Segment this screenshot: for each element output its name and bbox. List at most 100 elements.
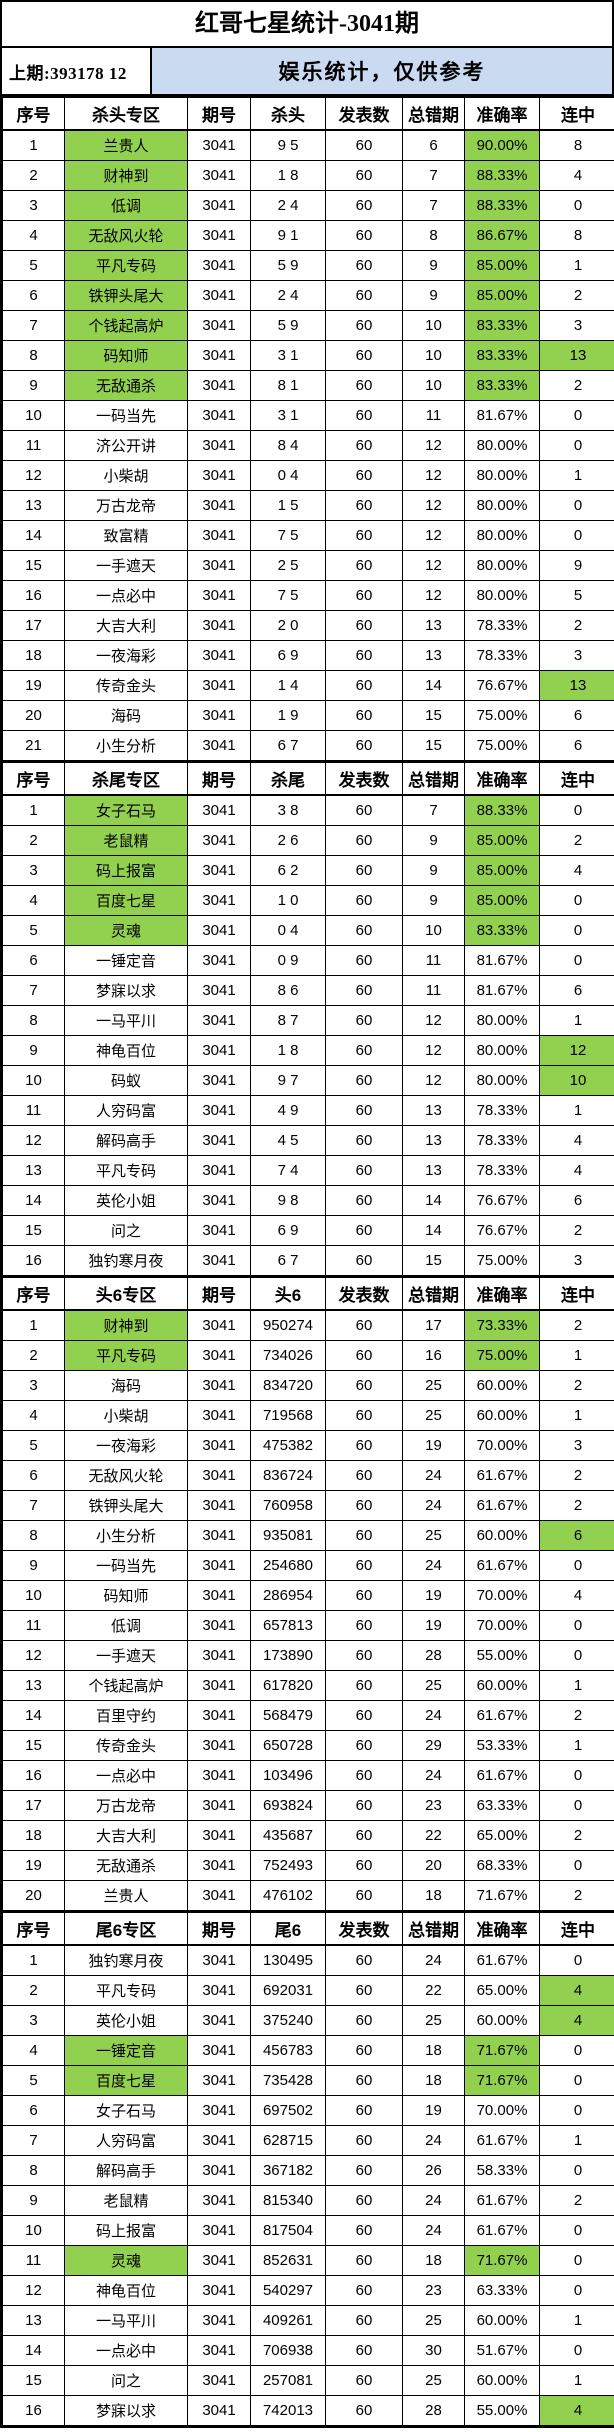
col-header-error-count: 总错期 [402,1911,465,1946]
issue-number: 3041 [187,1309,251,1341]
publish-count: 60 [325,2305,403,2336]
table-row: 4 无敌风火轮 3041 9 1 60 8 86.67% 8 [2,220,614,251]
prediction-value: 2 5 [250,550,326,581]
zone-name: 女子石马 [64,794,188,826]
accuracy-rate: 85.00% [464,280,540,311]
table-row: 19 无敌通杀 3041 752493 60 20 68.33% 0 [2,1850,614,1881]
accuracy-rate: 61.67% [464,1490,540,1521]
accuracy-rate: 80.00% [464,550,540,581]
error-count: 18 [402,2035,465,2066]
error-count: 23 [402,1790,465,1821]
issue-number: 3041 [187,670,251,701]
publish-count: 60 [325,1005,403,1036]
col-header-accuracy-rate: 准确率 [464,1911,540,1946]
zone-name: 万古龙帝 [64,490,188,521]
publish-count: 60 [325,1125,403,1156]
col-header-error-count: 总错期 [402,761,465,796]
publish-count: 60 [325,250,403,281]
zone-name: 海码 [64,1370,188,1401]
prediction-value: 1 4 [250,670,326,701]
streak-count: 0 [539,1640,614,1671]
error-count: 12 [402,1005,465,1036]
table-row: 5 灵魂 3041 0 4 60 10 83.33% 0 [2,915,614,946]
accuracy-rate: 73.33% [464,1309,540,1341]
table-row: 14 英伦小姐 3041 9 8 60 14 76.67% 6 [2,1185,614,1216]
prediction-value: 3 1 [250,400,326,431]
error-count: 26 [402,2155,465,2186]
accuracy-rate: 60.00% [464,1670,540,1701]
error-count: 7 [402,794,465,826]
streak-count: 13 [539,670,614,701]
zone-name: 灵魂 [64,2245,188,2276]
streak-count: 4 [539,1125,614,1156]
prediction-value: 7 4 [250,1155,326,1186]
streak-count: 0 [539,490,614,521]
zone-name: 无敌通杀 [64,1850,188,1881]
issue-number: 3041 [187,1820,251,1851]
accuracy-rate: 80.00% [464,430,540,461]
table-row: 6 一锤定音 3041 0 9 60 11 81.67% 0 [2,945,614,976]
error-count: 10 [402,370,465,401]
issue-number: 3041 [187,129,251,161]
accuracy-rate: 75.00% [464,730,540,761]
issue-number: 3041 [187,2035,251,2066]
issue-number: 3041 [187,700,251,731]
row-index: 12 [2,2275,65,2306]
zone-name: 万古龙帝 [64,1790,188,1821]
publish-count: 60 [325,1185,403,1216]
prediction-value: 628715 [250,2125,326,2156]
streak-count: 0 [539,2065,614,2096]
table-row: 15 问之 3041 6 9 60 14 76.67% 2 [2,1215,614,1246]
issue-number: 3041 [187,2245,251,2276]
error-count: 25 [402,1370,465,1401]
row-index: 9 [2,2185,65,2216]
error-count: 24 [402,1550,465,1581]
prediction-value: 706938 [250,2335,326,2366]
zone-name: 一码当先 [64,400,188,431]
error-count: 19 [402,1610,465,1641]
issue-number: 3041 [187,1035,251,1066]
accuracy-rate: 61.67% [464,1460,540,1491]
table-row: 17 万古龙帝 3041 693824 60 23 63.33% 0 [2,1790,614,1821]
table-row: 5 一夜海彩 3041 475382 60 19 70.00% 3 [2,1430,614,1461]
accuracy-rate: 85.00% [464,855,540,886]
error-count: 6 [402,129,465,161]
accuracy-rate: 60.00% [464,2305,540,2336]
accuracy-rate: 55.00% [464,2395,540,2426]
accuracy-rate: 80.00% [464,580,540,611]
publish-count: 60 [325,975,403,1006]
col-header-row-index: 序号 [2,761,65,796]
zone-name: 一点必中 [64,2335,188,2366]
error-count: 18 [402,2065,465,2096]
issue-number: 3041 [187,1670,251,1701]
streak-count: 0 [539,2035,614,2066]
row-index: 11 [2,1095,65,1126]
row-index: 14 [2,520,65,551]
prediction-value: 697502 [250,2095,326,2126]
accuracy-rate: 60.00% [464,2005,540,2036]
streak-count: 0 [539,1850,614,1881]
table-row: 8 一马平川 3041 8 7 60 12 80.00% 1 [2,1005,614,1036]
row-index: 6 [2,945,65,976]
prediction-value: 475382 [250,1430,326,1461]
table-row: 21 小生分析 3041 6 7 60 15 75.00% 6 [2,730,614,761]
section-table-shatou: 序号 杀头专区 期号 杀头 发表数 总错期 准确率 连中 1 兰贵人 3041 9 5 60 6 90.00… [2,96,614,761]
error-count: 10 [402,310,465,341]
zone-name: 女子石马 [64,2095,188,2126]
accuracy-rate: 75.00% [464,1340,540,1371]
prediction-value: 2 4 [250,280,326,311]
accuracy-rate: 51.67% [464,2335,540,2366]
accuracy-rate: 61.67% [464,1944,540,1976]
zone-name: 人穷码富 [64,2125,188,2156]
row-index: 13 [2,490,65,521]
error-count: 16 [402,1340,465,1371]
error-count: 8 [402,220,465,251]
publish-count: 60 [325,670,403,701]
error-count: 9 [402,885,465,916]
row-index: 1 [2,1309,65,1341]
publish-count: 60 [325,1730,403,1761]
issue-number: 3041 [187,1580,251,1611]
prediction-value: 1 9 [250,700,326,731]
error-count: 17 [402,1309,465,1341]
error-count: 24 [402,1700,465,1731]
